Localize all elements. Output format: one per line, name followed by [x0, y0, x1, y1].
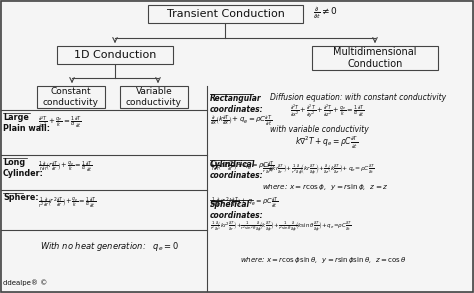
- Text: $\frac{1}{r^2}\frac{\partial}{\partial r}\!\left(kr^2\frac{\partial T}{\partial : $\frac{1}{r^2}\frac{\partial}{\partial r…: [210, 220, 352, 234]
- Text: $\frac{1}{r}\frac{\partial}{\partial r}\!\left(kr\frac{\partial T}{\partial r}\r: $\frac{1}{r}\frac{\partial}{\partial r}\…: [262, 162, 375, 177]
- Text: where: $x=r\cos\phi$,  $y=r\sin\phi$,  $z=z$: where: $x=r\cos\phi$, $y=r\sin\phi$, $z=…: [262, 182, 389, 192]
- Text: Cylindrical
coordinates:: Cylindrical coordinates:: [210, 160, 264, 180]
- Text: $\frac{\partial}{\partial x}\!\left(k\frac{\partial T}{\partial x}\right)\!+q_e=: $\frac{\partial}{\partial x}\!\left(k\fr…: [210, 113, 273, 128]
- Text: Diffusion equation: with constant conductivity: Diffusion equation: with constant conduc…: [270, 93, 446, 102]
- Text: With no heat generation:   $q_e = 0$: With no heat generation: $q_e = 0$: [40, 240, 179, 253]
- FancyBboxPatch shape: [37, 86, 105, 108]
- FancyBboxPatch shape: [57, 46, 173, 64]
- Text: $k\nabla^2 T + q_e = \rho C\frac{\partial T}{\partial t}$: $k\nabla^2 T + q_e = \rho C\frac{\partia…: [295, 135, 358, 151]
- Text: 1D Conduction: 1D Conduction: [74, 50, 156, 60]
- Text: Transient Conduction: Transient Conduction: [166, 9, 284, 19]
- FancyBboxPatch shape: [312, 46, 438, 70]
- Text: $\frac{1}{r}\frac{\partial}{\partial r}\!\left(r\frac{\partial T}{\partial r}\ri: $\frac{1}{r}\frac{\partial}{\partial r}\…: [38, 159, 93, 174]
- Text: $\frac{\partial^2 T}{\partial x^2}+\frac{q_e}{k}=\frac{1}{\alpha}\frac{\partial : $\frac{\partial^2 T}{\partial x^2}+\frac…: [38, 115, 82, 131]
- Text: with variable conductivity: with variable conductivity: [270, 125, 369, 134]
- Text: where: $x=r\cos\phi\sin\theta$,  $y=r\sin\phi\sin\theta$,  $z=\cos\theta$: where: $x=r\cos\phi\sin\theta$, $y=r\sin…: [240, 255, 406, 265]
- Text: $\frac{\partial^2 T}{\partial x^2}+\frac{\partial^2 T}{\partial y^2}+\frac{\part: $\frac{\partial^2 T}{\partial x^2}+\frac…: [290, 104, 365, 121]
- Text: $\frac{1}{r}\frac{\partial}{\partial r}\!\left(rk\frac{\partial T}{\partial r}\r: $\frac{1}{r}\frac{\partial}{\partial r}\…: [210, 159, 275, 174]
- Text: Large
Plain wall:: Large Plain wall:: [3, 113, 50, 133]
- Text: Sphere:: Sphere:: [3, 193, 38, 202]
- Text: ddealpe® ©: ddealpe® ©: [3, 279, 47, 286]
- Text: Long
Cylinder:: Long Cylinder:: [3, 158, 44, 178]
- Text: $\frac{\partial}{\partial t} \neq 0$: $\frac{\partial}{\partial t} \neq 0$: [313, 5, 338, 21]
- Text: Spherical
coordinates:: Spherical coordinates:: [210, 200, 264, 220]
- Text: $\frac{1}{r^2}\frac{\partial}{\partial r}\!\left(r^2\frac{\partial T}{\partial r: $\frac{1}{r^2}\frac{\partial}{\partial r…: [38, 195, 97, 210]
- Text: Multidimensional
Conduction: Multidimensional Conduction: [333, 47, 417, 69]
- FancyBboxPatch shape: [148, 5, 303, 23]
- FancyBboxPatch shape: [120, 86, 188, 108]
- Text: Variable
conductivity: Variable conductivity: [126, 87, 182, 107]
- Text: Constant
conductivity: Constant conductivity: [43, 87, 99, 107]
- Text: Rectangular
coordinates:: Rectangular coordinates:: [210, 94, 264, 114]
- Text: $\frac{1}{r^2}\frac{\partial}{\partial r}\!\left(r^2 k\frac{\partial T}{\partial: $\frac{1}{r^2}\frac{\partial}{\partial r…: [210, 195, 279, 210]
